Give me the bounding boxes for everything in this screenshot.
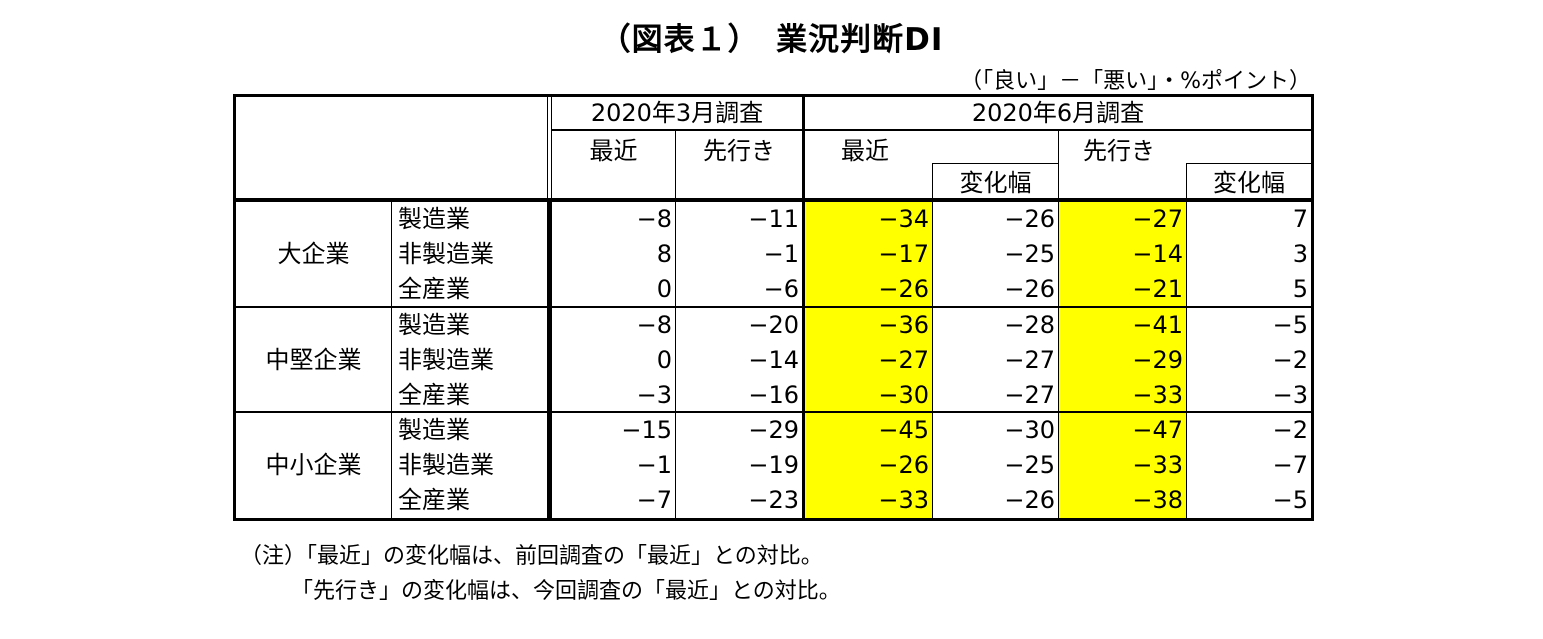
value-cell: −1 (636, 451, 672, 479)
value-cell: −25 (1004, 240, 1055, 268)
group-separator-2 (233, 411, 1314, 413)
value-cell: −1 (763, 240, 799, 268)
value-cell: −47 (1132, 416, 1183, 444)
value-cell: −26 (878, 451, 929, 479)
value-cell: −8 (636, 311, 672, 339)
value-cell: −41 (1132, 311, 1183, 339)
value-cell: −5 (1272, 311, 1308, 339)
value-cell: 0 (656, 346, 672, 374)
sector-label: 製造業 (398, 311, 470, 339)
value-cell: −36 (878, 311, 929, 339)
value-cell: −2 (1272, 416, 1308, 444)
border-top (233, 94, 1314, 97)
unit-note: （「良い」－「悪い」・%ポイント） (960, 69, 1311, 94)
change-box-top-b (1186, 163, 1314, 164)
value-cell: −11 (748, 205, 799, 233)
value-cell: −25 (1004, 451, 1055, 479)
group-separator-1 (233, 306, 1314, 308)
sector-label: 製造業 (398, 205, 470, 233)
sector-label: 非製造業 (398, 451, 494, 479)
group-label: 中堅企業 (265, 346, 362, 374)
value-cell: −27 (1132, 205, 1183, 233)
survey-row-underline (551, 129, 1314, 131)
value-cell: −2 (1272, 346, 1308, 374)
col-line-jun-c (1186, 163, 1187, 521)
value-cell: −30 (1004, 416, 1055, 444)
group-label: 中小企業 (265, 451, 362, 479)
value-cell: −29 (748, 416, 799, 444)
value-cell: −15 (621, 416, 672, 444)
value-cell: −14 (1132, 240, 1183, 268)
value-cell: −14 (748, 346, 799, 374)
value-cell: −3 (636, 381, 672, 409)
value-cell: −30 (878, 381, 929, 409)
sector-label: 全産業 (398, 275, 470, 303)
value-cell: −3 (1272, 381, 1308, 409)
value-cell: −7 (636, 486, 672, 514)
header-jun-outlook: 先行き (1083, 137, 1155, 165)
col-line-jun-a (932, 163, 933, 521)
highlight-jun-outlook (1059, 202, 1186, 519)
value-cell: −6 (763, 275, 799, 303)
header-double-line-b (551, 94, 552, 202)
value-cell: 3 (1292, 240, 1308, 268)
value-cell: −26 (878, 275, 929, 303)
sector-label: 全産業 (398, 381, 470, 409)
value-cell: −45 (878, 416, 929, 444)
sector-label: 非製造業 (398, 240, 494, 268)
header-jun-recent: 最近 (841, 137, 889, 165)
body-divider-vertical (547, 202, 552, 521)
header-jun-outlook-change: 変化幅 (1213, 169, 1285, 197)
value-cell: −19 (748, 451, 799, 479)
value-cell: −29 (1132, 346, 1183, 374)
value-cell: 5 (1292, 275, 1308, 303)
change-box-top-a (932, 163, 1058, 164)
value-cell: −7 (1272, 451, 1308, 479)
value-cell: 0 (656, 275, 672, 303)
footnote-2: 「先行き」の変化幅は、今回調査の「最近」との対比。 (240, 579, 841, 604)
sector-label: 製造業 (398, 416, 470, 444)
value-cell: −23 (748, 486, 799, 514)
value-cell: −33 (1132, 381, 1183, 409)
value-cell: −33 (878, 486, 929, 514)
sector-label: 全産業 (398, 486, 470, 514)
value-cell: −38 (1132, 486, 1183, 514)
value-cell: −21 (1132, 275, 1183, 303)
header-survey-march: 2020年3月調査 (590, 99, 764, 127)
value-cell: −27 (878, 346, 929, 374)
group-label: 大企業 (277, 240, 350, 268)
value-cell: −28 (1004, 311, 1055, 339)
header-mar-outlook: 先行き (703, 137, 775, 165)
sector-label: 非製造業 (398, 346, 494, 374)
value-cell: −33 (1132, 451, 1183, 479)
value-cell: −17 (878, 240, 929, 268)
col-line-mar (675, 130, 676, 521)
value-cell: 7 (1292, 205, 1308, 233)
value-cell: −16 (748, 381, 799, 409)
page-title: （図表１） 業況判断DI (599, 22, 944, 58)
value-cell: −20 (748, 311, 799, 339)
value-cell: −5 (1272, 486, 1308, 514)
value-cell: −27 (1004, 381, 1055, 409)
border-bottom (233, 518, 1314, 521)
value-cell: −27 (1004, 346, 1055, 374)
header-survey-june: 2020年6月調査 (971, 99, 1145, 127)
value-cell: −8 (636, 205, 672, 233)
highlight-jun-recent (805, 202, 932, 519)
value-cell: −34 (878, 205, 929, 233)
value-cell: 8 (656, 240, 672, 268)
footnote-1: （注）「最近」の変化幅は、前回調査の「最近」との対比。 (240, 544, 823, 569)
value-cell: −26 (1004, 275, 1055, 303)
value-cell: −26 (1004, 486, 1055, 514)
header-divider (233, 198, 1314, 202)
col-line-jun-b (1058, 130, 1059, 521)
label-col-divider (391, 202, 392, 521)
header-jun-recent-change: 変化幅 (959, 169, 1032, 197)
header-double-line-a (547, 94, 548, 202)
business-conditions-di-table: 2020年3月調査 2020年6月調査 最近 先行き 最近 変化幅 先行き 変化… (233, 94, 1314, 521)
value-cell: −26 (1004, 205, 1055, 233)
header-mar-recent: 最近 (589, 137, 638, 165)
